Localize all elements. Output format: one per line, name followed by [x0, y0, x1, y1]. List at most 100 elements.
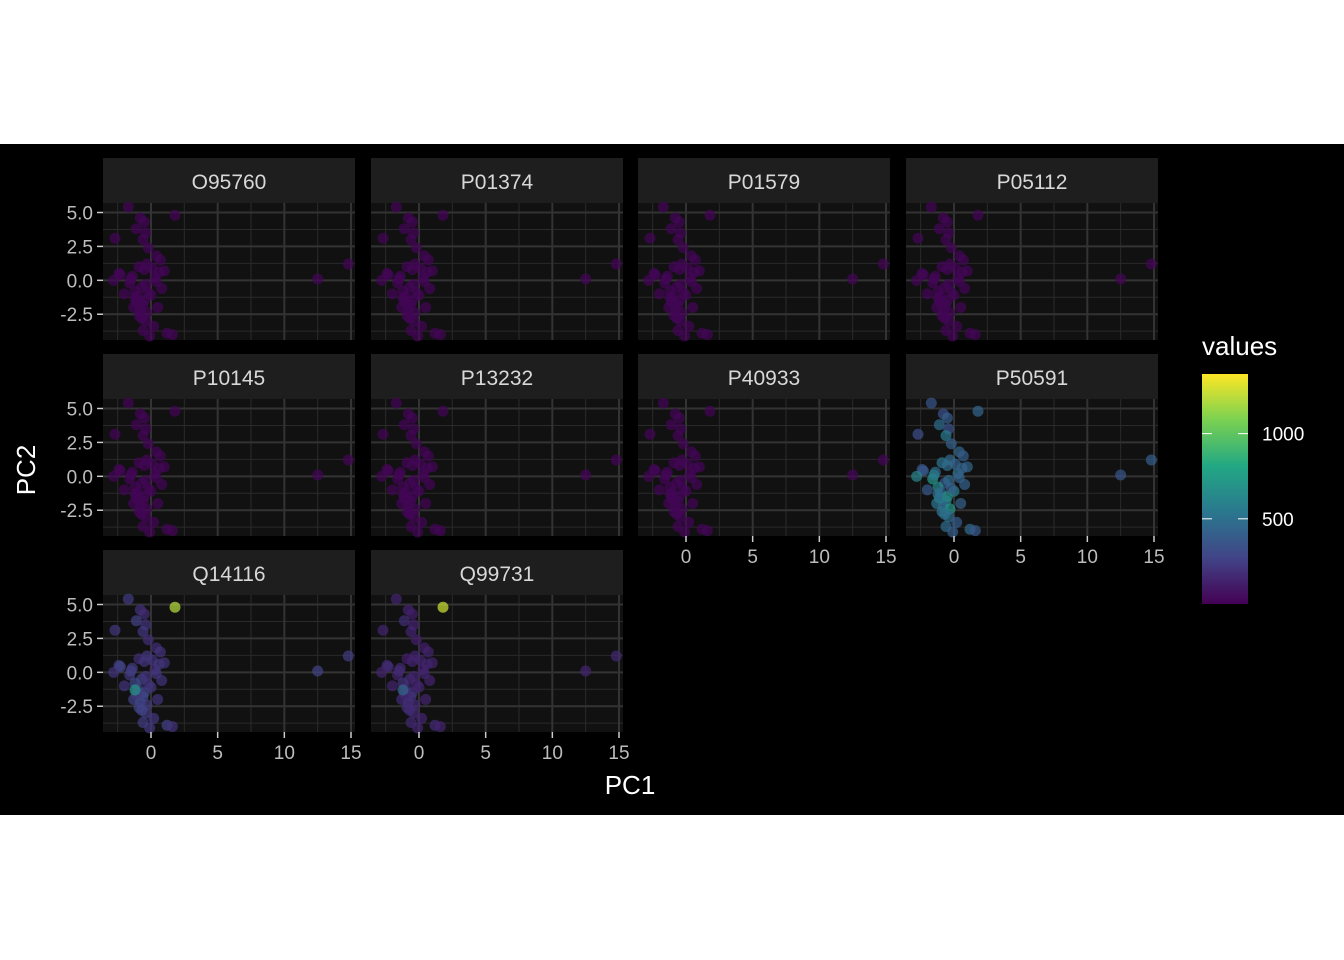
data-point [410, 438, 422, 450]
data-points [376, 397, 622, 538]
data-point [580, 273, 592, 285]
data-point [376, 666, 388, 678]
data-point [969, 525, 981, 537]
data-point [972, 209, 984, 221]
data-point [377, 232, 389, 244]
data-point [125, 273, 137, 285]
data-point [405, 430, 417, 442]
x-tick-label: 0 [146, 743, 157, 764]
data-point [410, 287, 422, 299]
data-point [136, 704, 148, 716]
data-point [137, 626, 149, 638]
data-point [118, 680, 130, 692]
data-point [972, 405, 984, 417]
data-point [122, 593, 134, 605]
data-point [961, 461, 973, 473]
data-point [404, 704, 416, 716]
data-point [144, 526, 156, 538]
data-point [426, 265, 438, 277]
data-point [410, 679, 422, 691]
data-point [945, 438, 957, 450]
x-tick-label: 15 [608, 743, 629, 764]
data-point [118, 288, 130, 300]
data-point [685, 276, 697, 288]
data-point [158, 657, 170, 669]
data-point [610, 650, 622, 662]
x-tick-label: 10 [542, 743, 563, 764]
y-tick-label: 2.5 [67, 237, 93, 258]
data-point [665, 419, 677, 431]
data-point [390, 201, 402, 213]
data-point [154, 254, 166, 266]
data-point [109, 624, 121, 636]
facet-strip-label: P10145 [193, 367, 265, 390]
data-point [416, 516, 428, 528]
data-point [108, 470, 120, 482]
data-point [437, 405, 449, 417]
x-tick-label: 10 [1077, 547, 1098, 568]
data-point [921, 288, 933, 300]
data-point [677, 287, 689, 299]
data-point [657, 397, 669, 409]
data-point [673, 263, 685, 275]
data-point [437, 209, 449, 221]
facet-q99731: Q99731 0 5 10 15 [371, 550, 630, 764]
y-tick-label: 0.0 [67, 467, 93, 488]
data-point [671, 508, 683, 520]
data-point [109, 428, 121, 440]
facet-strip [103, 550, 355, 595]
data-point [136, 312, 148, 324]
data-point [137, 430, 149, 442]
data-point [410, 634, 422, 646]
data-point [687, 497, 699, 509]
data-point [1145, 258, 1157, 270]
data-point [664, 488, 676, 500]
data-point [397, 684, 409, 696]
data-point [847, 273, 859, 285]
data-point [416, 712, 428, 724]
data-point [342, 650, 354, 662]
data-point [312, 273, 324, 285]
y-tick-label: -2.5 [60, 501, 93, 522]
data-point [148, 712, 160, 724]
data-point [150, 472, 162, 484]
data-point [166, 329, 178, 341]
data-point [679, 526, 691, 538]
data-point [877, 454, 889, 466]
data-point [406, 263, 418, 275]
facet-strip [371, 550, 623, 595]
data-points [376, 593, 622, 734]
data-point [1115, 273, 1127, 285]
x-tick-label: 10 [809, 547, 830, 568]
data-point [677, 438, 689, 450]
data-point [687, 301, 699, 313]
data-point [142, 634, 154, 646]
facet-p50591: P50591 0 5 10 15 [906, 354, 1165, 568]
data-point [644, 232, 656, 244]
data-point [932, 292, 944, 304]
data-point [420, 301, 432, 313]
data-point [434, 721, 446, 733]
data-point [152, 497, 164, 509]
data-point [580, 665, 592, 677]
data-point [939, 508, 951, 520]
data-point [386, 680, 398, 692]
data-point [142, 287, 154, 299]
facet-p05112: P05112 [906, 158, 1158, 342]
data-point [377, 428, 389, 440]
data-point [398, 223, 410, 235]
data-point [393, 665, 405, 677]
data-point [406, 459, 418, 471]
data-point [953, 276, 965, 288]
data-point [925, 201, 937, 213]
y-tick-label: 0.0 [67, 663, 93, 684]
data-point [412, 722, 424, 734]
data-point [657, 201, 669, 213]
y-tick-label: -2.5 [60, 697, 93, 718]
facet-p40933: P40933 0 5 10 15 [638, 354, 897, 568]
x-axis-title: PC1 [605, 770, 656, 800]
facet-strip [638, 158, 890, 203]
data-point [953, 472, 965, 484]
data-point [148, 516, 160, 528]
data-point [941, 412, 953, 424]
